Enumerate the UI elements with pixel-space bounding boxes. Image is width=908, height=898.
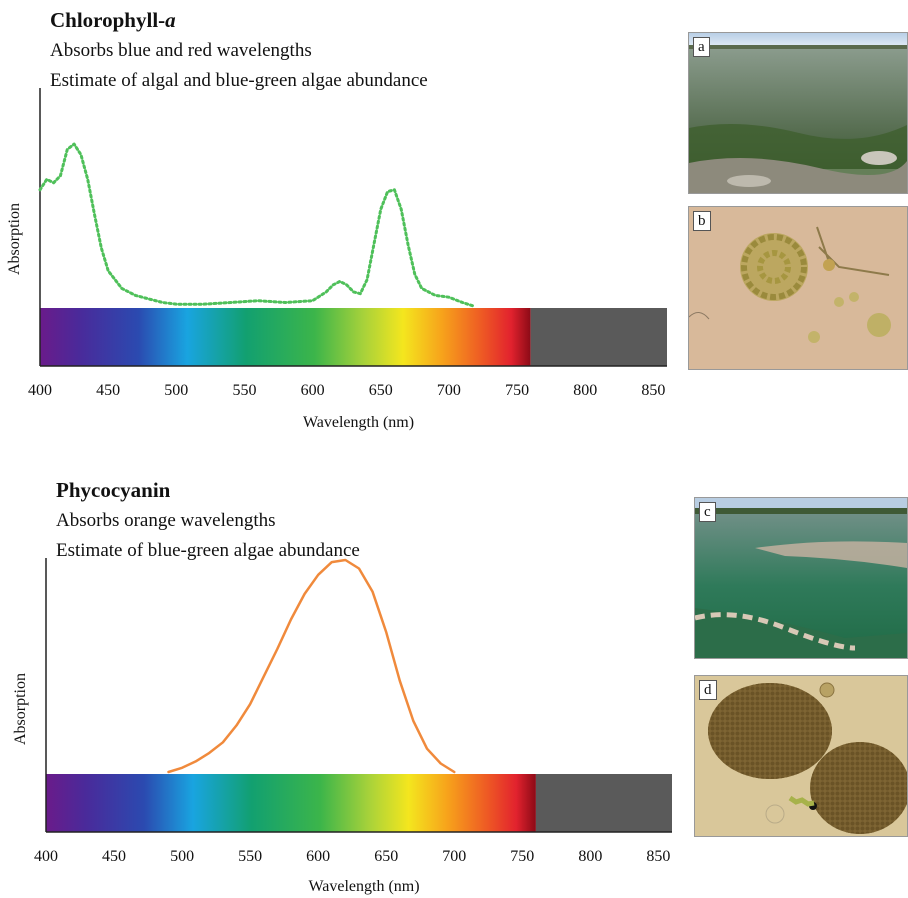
absorption-curve [169, 560, 455, 772]
x-tick-label: 700 [437, 382, 461, 399]
visible-spectrum-bar [46, 774, 536, 832]
x-tick-label: 550 [238, 848, 262, 865]
infrared-bar [531, 308, 667, 366]
x-tick-label: 700 [442, 848, 466, 865]
x-tick-label: 850 [646, 848, 670, 865]
x-axis-label: Wavelength (nm) [303, 414, 414, 431]
x-tick-label: 500 [164, 382, 188, 399]
visible-spectrum-bar [40, 308, 531, 366]
photo-label-b: b [693, 211, 711, 231]
x-tick-label: 650 [374, 848, 398, 865]
cyanobacteria-colony-image [695, 676, 907, 836]
algal-bloom-image [695, 498, 907, 658]
infrared-bar [536, 774, 672, 832]
photo-label-c: c [699, 502, 716, 522]
microscope-photo-d: d [694, 675, 908, 837]
lake-shore-photo: a [688, 32, 908, 194]
lake-bloom-photo: c [694, 497, 908, 659]
x-tick-label: 450 [102, 848, 126, 865]
x-tick-label: 450 [96, 382, 120, 399]
x-tick-label: 750 [510, 848, 534, 865]
colonial-algae-image [689, 207, 907, 369]
x-tick-label: 800 [573, 382, 597, 399]
chlorophyll-plot: 400 450 500 550 600 650 700 750 800 850 Wavelength… [0, 0, 680, 445]
x-tick-label: 600 [301, 382, 325, 399]
x-tick-label: 500 [170, 848, 194, 865]
x-tick-label: 750 [505, 382, 529, 399]
phycocyanin-chart: Phycocyanin Absorbs orange wavelengths E… [0, 470, 680, 898]
lake-shore-image [689, 33, 907, 193]
chlorophyll-chart: Chlorophyll-a Absorbs blue and red wavel… [0, 0, 680, 445]
absorption-curve [40, 144, 473, 306]
x-tick-label: 400 [28, 382, 52, 399]
microscope-photo-b: b [688, 206, 908, 370]
x-axis-label: Wavelength (nm) [308, 878, 419, 895]
x-tick-label: 400 [34, 848, 58, 865]
x-tick-label: 850 [641, 382, 665, 399]
x-tick-label: 600 [306, 848, 330, 865]
x-tick-label: 800 [578, 848, 602, 865]
x-tick-label: 550 [232, 382, 256, 399]
phycocyanin-plot: 400 450 500 550 600 650 700 750 800 850 Wavelength… [0, 470, 680, 898]
photo-label-d: d [699, 680, 717, 700]
photo-label-a: a [693, 37, 710, 57]
x-tick-label: 650 [369, 382, 393, 399]
